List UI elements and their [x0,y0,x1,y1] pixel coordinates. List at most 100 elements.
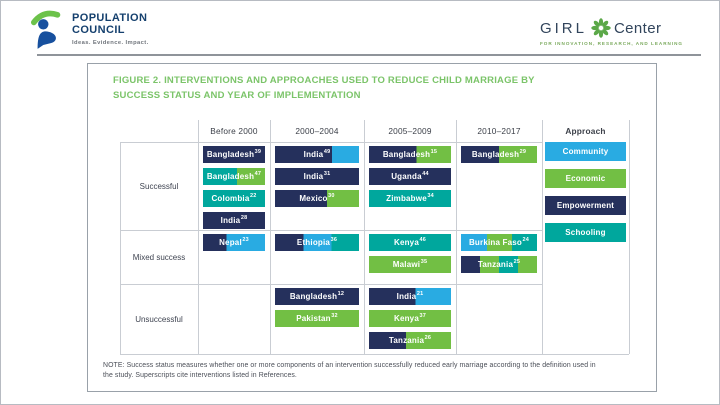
country-label: India21 [396,291,424,301]
country-label: India49 [303,149,331,159]
country-label: Bangladesh47 [206,171,262,181]
row-label-unsuccessful: Unsuccessful [135,314,183,324]
grid-line [120,230,542,231]
column-header-2005-2009: 2005–2009 [388,126,432,136]
intervention-bar-bangladesh: Bangladesh12 [275,288,359,305]
grid-line [120,142,121,354]
population-council-logo: POPULATION COUNCIL Ideas. Evidence. Impa… [31,9,149,49]
column-header-before-2000: Before 2000 [210,126,258,136]
intervention-bar-zimbabwe: Zimbabwe34 [369,190,451,207]
figure-note: NOTE: Success status measures whether on… [103,362,596,380]
country-label: Kenya37 [393,313,427,323]
interventions-cell-unsuccessful-2010-2017 [456,284,542,354]
reference-superscript: 26 [424,335,432,342]
legend-item-empowerment: Empowerment [545,196,626,215]
reference-superscript: 22 [250,193,257,200]
country-label: Tanzania25 [477,259,521,269]
intervention-bar-mexico: Mexico30 [275,190,359,207]
intervention-bar-kenya: Kenya37 [369,310,451,327]
intervention-bar-nepal: Nepal23 [203,234,265,251]
country-label: Colombia22 [211,193,257,203]
country-label: Malawi35 [392,259,428,269]
pc-name-line1: POPULATION [72,12,148,24]
grid-line [120,354,629,355]
interventions-cell-mixed-2000-2004: Ethiopia36 [270,230,364,284]
reference-superscript: 28 [240,215,248,222]
center-wordmark: Center [613,19,662,37]
reference-superscript: 46 [419,237,427,244]
approach-legend-items: Community Economic Empowerment Schooling [545,142,626,242]
intervention-bar-india: India49 [275,146,359,163]
country-label: India28 [220,215,248,225]
grid-line [270,120,271,354]
intervention-bar-bangladesh: Bangladesh39 [203,146,265,163]
column-header-2010-2017: 2010–2017 [477,126,521,136]
legend-header: Approach [565,126,606,136]
interventions-cell-unsuccessful-2005-2009: India21 Kenya37 Tanzania26 [364,284,456,354]
intervention-bar-tanzania: Tanzania26 [369,332,451,349]
country-label: Zimbabwe34 [386,193,434,203]
reference-superscript: 29 [519,149,527,156]
girl-wordmark: GIRL [539,19,587,37]
country-label: Tanzania26 [388,335,432,345]
grid-line [629,120,630,354]
girl-tagline: FOR INNOVATION, RESEARCH, AND LEARNING [539,41,683,46]
reference-superscript: 30 [328,193,335,200]
intervention-bar-burkina-faso: Burkina Faso24 [461,234,537,251]
population-council-wordmark: POPULATION COUNCIL Ideas. Evidence. Impa… [72,9,149,46]
figure-panel: FIGURE 2. INTERVENTIONS AND APPROACHES U… [87,63,657,392]
reference-superscript: 35 [420,259,428,266]
interventions-cell-unsuccessful-2000-2004: Bangladesh12 Pakistan32 [270,284,364,354]
reference-superscript: 32 [331,313,338,320]
legend-item-schooling: Schooling [545,223,626,242]
grid-line [364,120,365,354]
grid-line [456,120,457,354]
reference-superscript: 12 [337,291,345,298]
reference-superscript: 24 [522,237,530,244]
country-label: Nepal23 [219,237,249,247]
country-label: Bangladesh29 [471,149,527,159]
reference-superscript: 44 [422,171,429,178]
reference-superscript: 25 [513,259,521,266]
intervention-bar-uganda: Uganda44 [369,168,451,185]
reference-superscript: 36 [330,237,338,244]
grid-line [542,120,543,354]
country-label: Ethiopia36 [296,237,338,247]
pc-tagline: Ideas. Evidence. Impact. [72,39,149,46]
interventions-cell-successful-2010-2017: Bangladesh29 [456,142,542,230]
intervention-bar-india: India31 [275,168,359,185]
intervention-bar-malawi: Malawi35 [369,256,451,273]
girl-center-logo: GIRL Center FOR INNOVATION, RESEARCH, AN… [540,18,683,46]
intervention-bar-india: India21 [369,288,451,305]
country-label: Mexico30 [299,193,335,203]
reference-superscript: 47 [254,171,262,178]
country-label: Burkina Faso24 [468,237,530,247]
header-divider [37,54,701,56]
pc-name-line2: COUNCIL [72,24,125,37]
interventions-cell-unsuccessful-before-2000 [198,284,270,354]
intervention-bar-bangladesh: Bangladesh15 [369,146,451,163]
reference-superscript: 39 [254,149,262,156]
intervention-bar-india: India28 [203,212,265,229]
interventions-cell-mixed-before-2000: Nepal23 [198,230,270,284]
intervention-bar-tanzania: Tanzania25 [461,256,537,273]
reference-superscript: 23 [242,237,249,244]
row-label-successful: Successful [139,181,179,191]
intervention-bar-colombia: Colombia22 [203,190,265,207]
country-label: Bangladesh39 [206,149,262,159]
grid-line [120,142,542,143]
country-label: Bangladesh12 [289,291,345,301]
interventions-cell-successful-2000-2004: India49 India31 Mexico30 [270,142,364,230]
reference-superscript: 21 [416,291,424,298]
intervention-bar-bangladesh: Bangladesh29 [461,146,537,163]
intervention-bar-pakistan: Pakistan32 [275,310,359,327]
reference-superscript: 34 [427,193,434,200]
grid-line [120,284,542,285]
country-label: Kenya46 [393,237,427,247]
reference-superscript: 15 [430,149,438,156]
legend-item-economic: Economic [545,169,626,188]
country-label: Uganda44 [391,171,429,181]
column-header-2000-2004: 2000–2004 [295,126,339,136]
country-label: India31 [303,171,331,181]
